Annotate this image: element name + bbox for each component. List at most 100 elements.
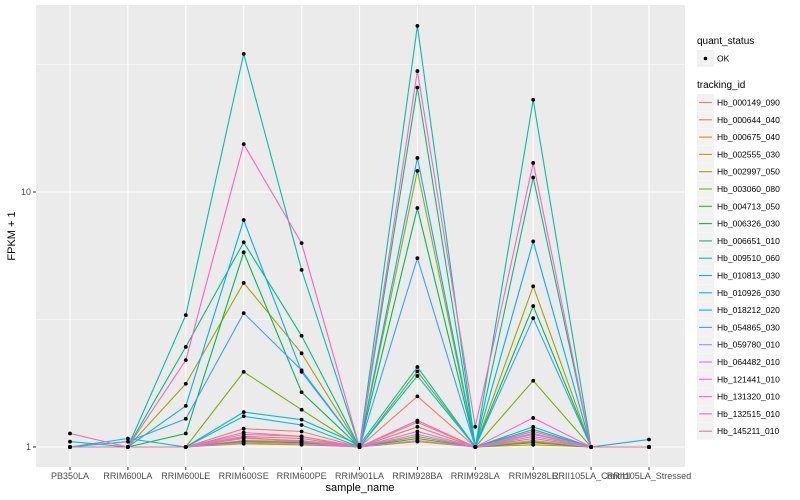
legend-label: Hb_003060_080 <box>717 184 780 194</box>
legend-label: Hb_004713_050 <box>717 201 780 211</box>
data-point-Hb_006326_030 <box>415 206 420 210</box>
data-point-Hb_054865_030 <box>183 416 188 421</box>
series-points <box>68 24 651 449</box>
x-tick-label: RRIM600SE <box>219 471 269 481</box>
legend-label: Hb_009510_060 <box>717 253 780 263</box>
legend-label: Hb_006651_010 <box>717 236 780 246</box>
data-point-Hb_006651_010 <box>415 85 420 90</box>
legend-label: Hb_000149_090 <box>717 98 780 108</box>
legend-title-tracking-id: tracking_id <box>697 80 745 91</box>
data-point-Hb_003060_080 <box>531 378 536 383</box>
data-point-Hb_132515_010 <box>473 424 478 429</box>
data-point-Hb_009510_060 <box>183 313 188 318</box>
data-point-Hb_145211_010 <box>589 445 593 449</box>
legend-label: Hb_010813_030 <box>717 271 780 281</box>
data-point-Hb_000149_090 <box>241 426 246 431</box>
data-point-Hb_145211_010 <box>126 445 130 449</box>
x-tick-label: RRIM928BA <box>392 471 442 481</box>
data-point-Hb_064482_010 <box>531 438 536 443</box>
y-axis-title: FPKM + 1 <box>6 211 18 260</box>
data-point-Hb_145211_010 <box>415 418 420 423</box>
legend-label: Hb_131320_010 <box>717 392 780 402</box>
data-point-Hb_002997_050 <box>299 351 304 356</box>
data-point-Hb_132515_010 <box>68 431 72 436</box>
legend-label: Hb_132515_010 <box>717 409 780 419</box>
legend-label: Hb_002555_030 <box>717 149 780 159</box>
legend-point-ok-icon <box>703 56 708 61</box>
x-tick-label: RRIM928LA <box>451 471 500 481</box>
data-point-Hb_132515_010 <box>241 142 246 147</box>
data-point-Hb_132515_010 <box>183 358 188 363</box>
legend-label: Hb_121441_010 <box>717 374 780 384</box>
data-point-Hb_059780_010 <box>415 432 420 437</box>
legend-label: Hb_010926_030 <box>717 288 780 298</box>
data-point-Hb_000149_090 <box>299 429 304 434</box>
x-tick-label: RRIM600LE <box>161 471 210 481</box>
x-tick-label: PB350LA <box>51 471 89 481</box>
data-point-Hb_064482_010 <box>415 438 420 443</box>
data-point-Hb_010813_030 <box>531 424 536 429</box>
data-point-Hb_002997_050 <box>241 281 246 285</box>
data-point-Hb_018212_020 <box>647 437 651 442</box>
data-point-Hb_054865_030 <box>299 368 304 373</box>
data-point-Hb_003060_080 <box>415 369 420 374</box>
y-tick-label: 10 <box>21 187 31 197</box>
data-point-Hb_010813_030 <box>241 410 246 415</box>
data-point-Hb_002997_050 <box>183 381 188 386</box>
legend-label-ok: OK <box>717 54 730 64</box>
data-point-Hb_000149_090 <box>415 394 420 399</box>
data-point-Hb_145211_010 <box>647 445 651 449</box>
x-axis: PB350LA RRIM600LA RRIM600LE RRIM600SE RRIM60… <box>51 467 691 481</box>
data-point-Hb_006651_010 <box>183 344 188 349</box>
data-point-Hb_006326_030 <box>183 431 188 436</box>
data-point-Hb_009510_060 <box>531 97 536 102</box>
legend-label: Hb_064482_010 <box>717 357 780 367</box>
data-point-Hb_010926_030 <box>299 423 304 427</box>
data-point-Hb_018212_020 <box>241 218 246 222</box>
data-point-Hb_145211_010 <box>473 445 478 449</box>
legend-label: Hb_002997_050 <box>717 167 780 177</box>
data-point-Hb_009510_060 <box>241 51 246 56</box>
data-point-Hb_018212_020 <box>531 239 536 244</box>
data-point-Hb_006651_010 <box>241 240 246 245</box>
data-point-Hb_006326_030 <box>241 250 246 255</box>
data-point-Hb_009510_060 <box>299 267 304 272</box>
data-point-Hb_131320_010 <box>299 439 304 444</box>
data-point-Hb_006326_030 <box>531 304 536 308</box>
data-point-Hb_121441_010 <box>415 429 420 434</box>
data-point-Hb_054865_030 <box>126 439 130 444</box>
data-point-Hb_145211_010 <box>531 432 536 437</box>
data-point-Hb_064482_010 <box>241 440 246 445</box>
data-point-Hb_010926_030 <box>531 427 536 432</box>
data-point-Hb_145211_010 <box>68 445 72 449</box>
x-tick-label: RRIM600LA <box>103 471 152 481</box>
data-point-Hb_132515_010 <box>531 161 536 165</box>
x-tick-label: RRII105LA_Control <box>552 471 630 481</box>
data-point-Hb_131320_010 <box>241 435 246 440</box>
data-point-Hb_010926_030 <box>241 414 246 419</box>
x-tick-label: RRIM901LA <box>335 471 384 481</box>
data-point-Hb_010926_030 <box>415 374 420 378</box>
x-tick-label: RRIM600PE <box>277 471 327 481</box>
legend-title-quant-status: quant_status <box>697 36 754 47</box>
legend-label: Hb_000644_040 <box>717 115 780 125</box>
data-point-Hb_006326_030 <box>299 390 304 395</box>
x-axis-title: sample_name <box>325 482 394 494</box>
data-point-Hb_000644_040 <box>415 424 420 429</box>
data-point-Hb_131320_010 <box>531 416 536 420</box>
data-point-Hb_010813_030 <box>415 365 420 369</box>
legend-label: Hb_145211_010 <box>717 426 780 436</box>
data-point-Hb_002997_050 <box>415 168 420 173</box>
data-point-Hb_002997_050 <box>531 284 536 289</box>
data-point-Hb_006651_010 <box>531 175 536 180</box>
data-point-Hb_003060_080 <box>241 370 246 374</box>
data-point-Hb_018212_020 <box>415 156 420 160</box>
data-point-Hb_009510_060 <box>415 24 420 28</box>
data-point-Hb_018212_020 <box>183 403 188 408</box>
data-point-Hb_054865_030 <box>415 256 420 261</box>
data-point-Hb_009510_060 <box>68 439 72 444</box>
data-point-Hb_145211_010 <box>357 445 362 449</box>
data-point-Hb_054865_030 <box>531 316 536 321</box>
